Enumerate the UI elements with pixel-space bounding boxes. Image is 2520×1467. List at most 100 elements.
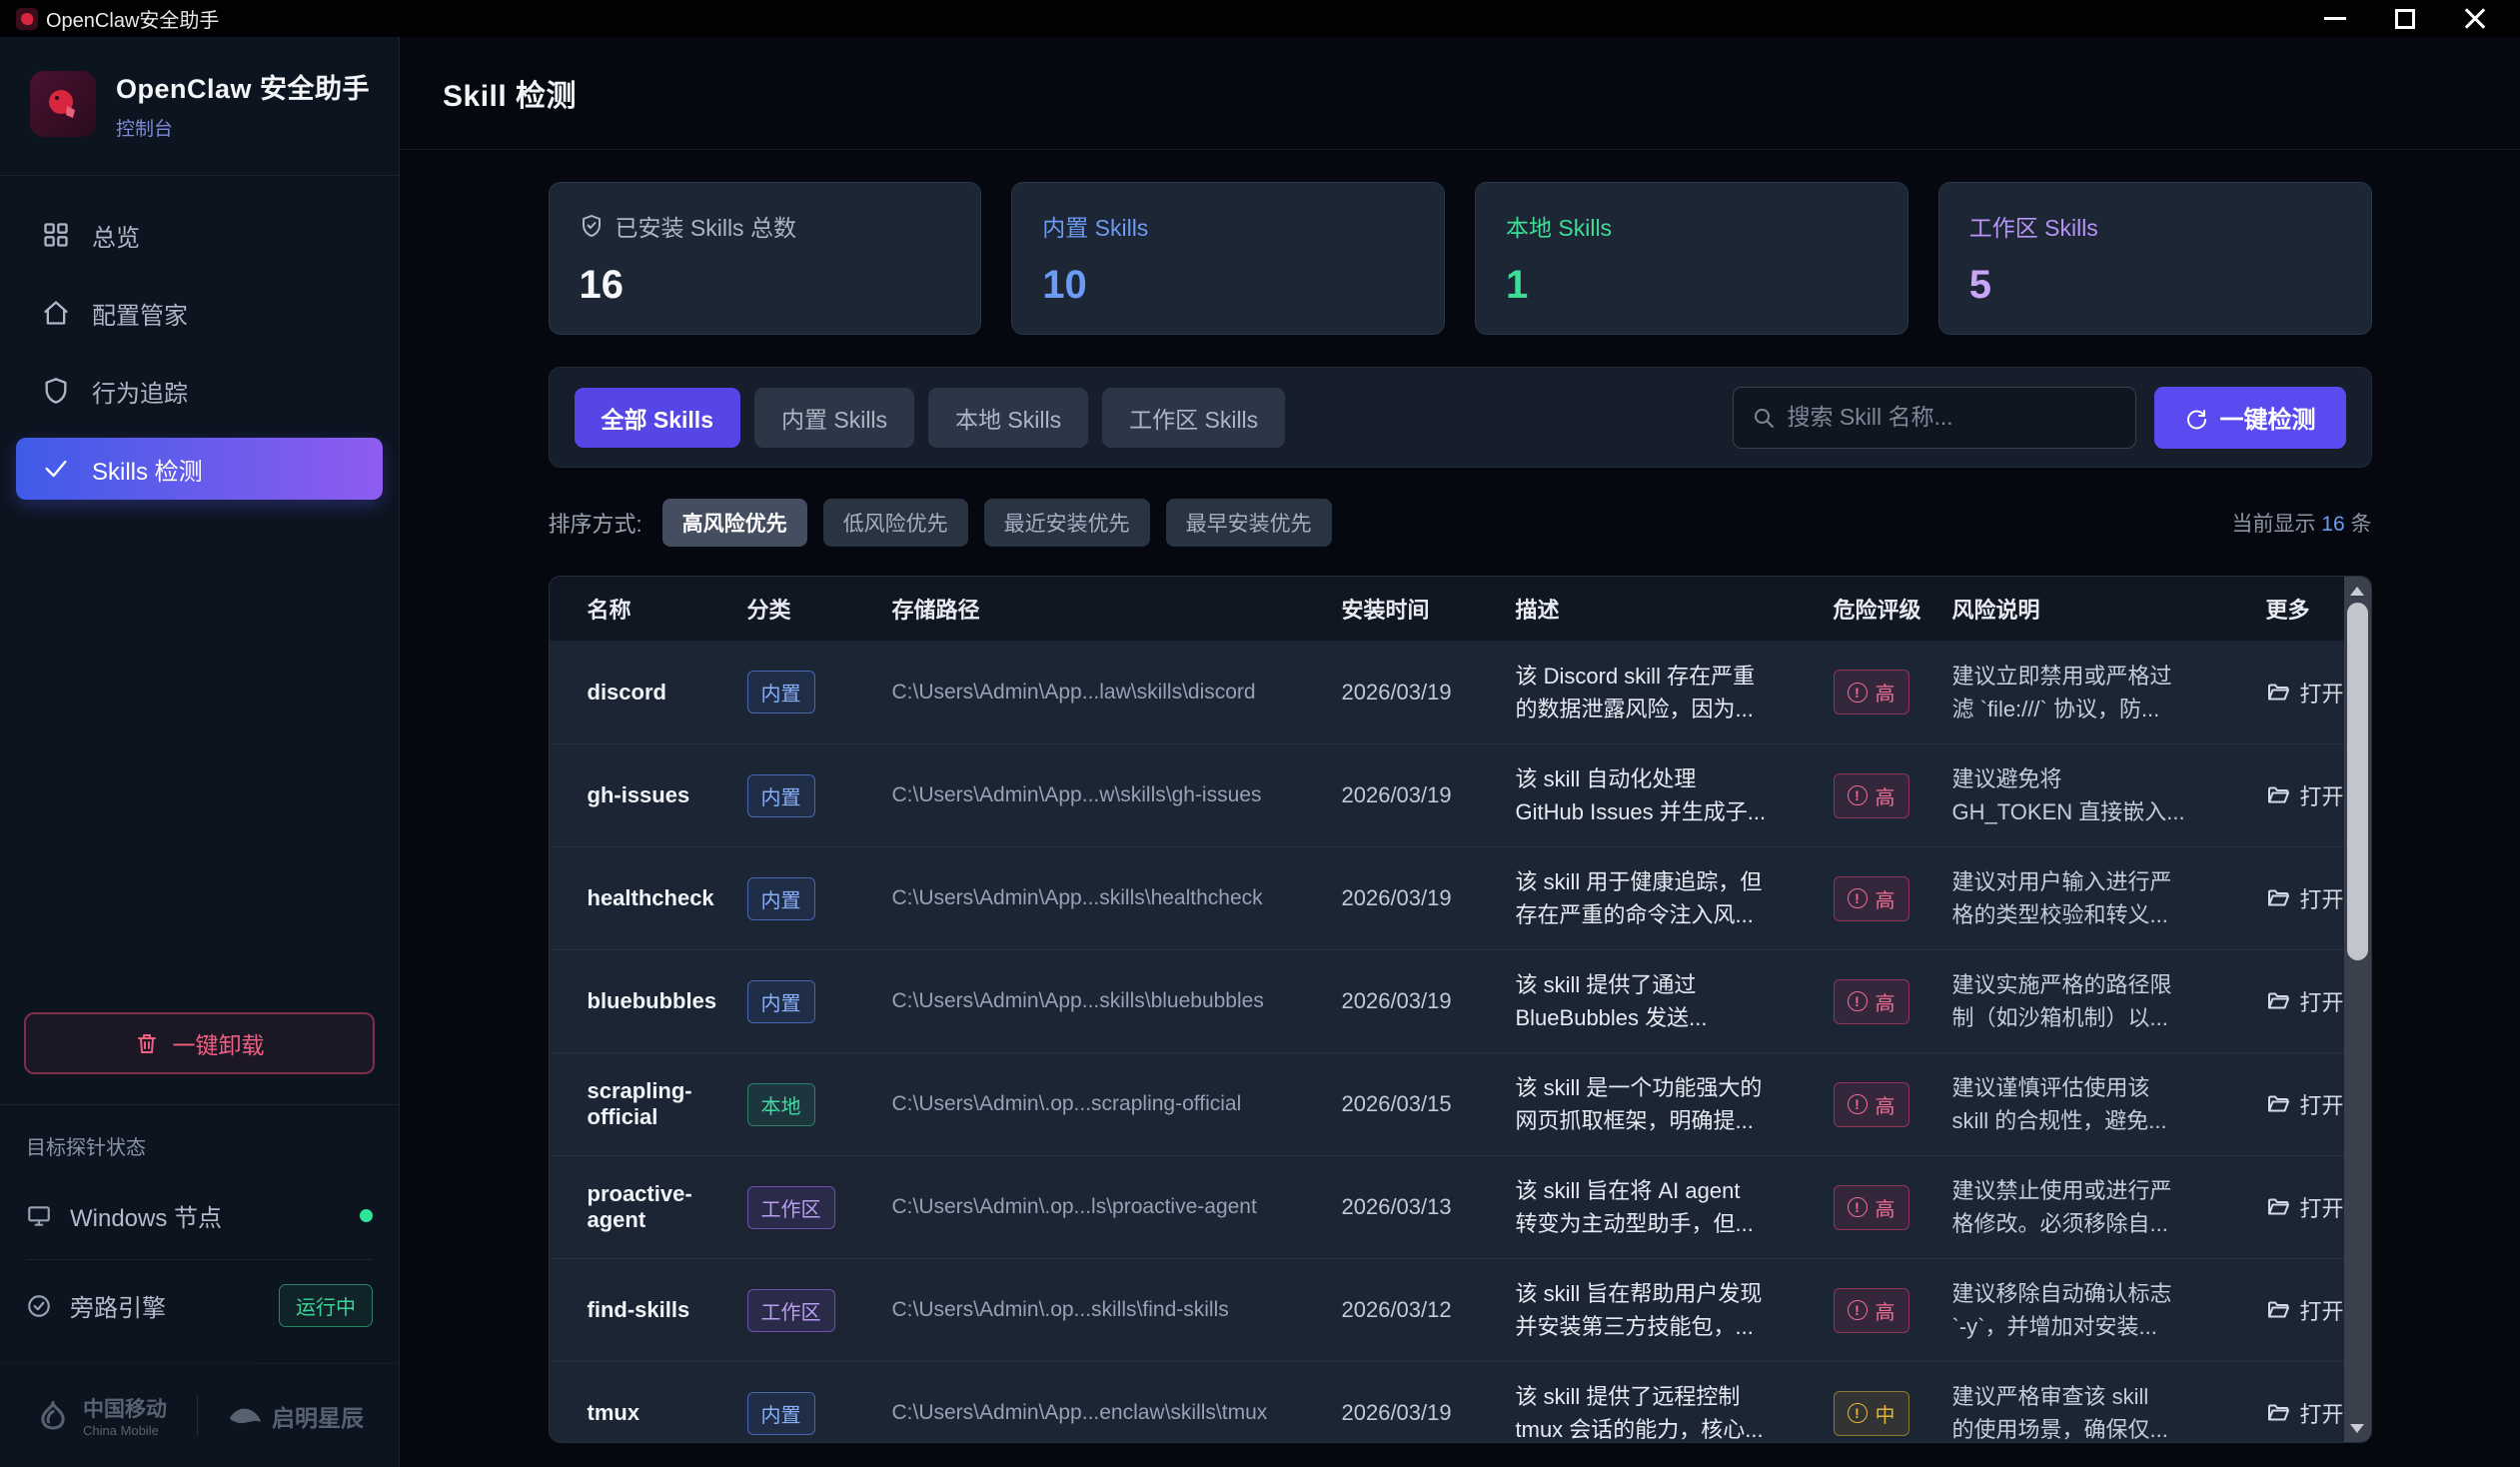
shield-check-icon — [582, 215, 601, 237]
category-badge: 工作区 — [746, 1185, 835, 1229]
stat-value: 5 — [1968, 263, 1991, 307]
sidebar-item-behavior[interactable]: 行为追踪 — [16, 360, 383, 422]
skill-description: 该 skill 用于健康追踪，但 存在严重的命令注入风... — [1515, 869, 1763, 927]
scroll-up-arrow[interactable] — [2344, 579, 2371, 603]
open-button[interactable]: 打开 — [2266, 677, 2346, 709]
sidebar-item-config[interactable]: 配置管家 — [16, 282, 383, 344]
sort-newest-first[interactable]: 最近安装优先 — [983, 499, 1150, 547]
open-button[interactable]: 打开 — [2266, 779, 2346, 811]
scrollbar-thumb[interactable] — [2346, 603, 2368, 960]
risk-badge: ! 高 — [1833, 1184, 1909, 1230]
maximize-icon — [2395, 8, 2415, 29]
skill-name: proactive-agent — [587, 1181, 692, 1232]
filter-panel: 全部 Skills 内置 Skills 本地 Skills 工作区 Skills… — [548, 367, 2372, 468]
tab-workspace-skills[interactable]: 工作区 Skills — [1102, 387, 1286, 448]
open-button[interactable]: 打开 — [2266, 1088, 2346, 1120]
venustech-brand: 启明星辰 — [228, 1399, 364, 1433]
folder-open-icon — [2267, 1301, 2289, 1318]
online-status-dot — [360, 1209, 373, 1222]
skills-table: 名称 分类 存储路径 安装时间 描述 危险评级 风险说明 更多 discord … — [548, 576, 2372, 1443]
search-input[interactable] — [1787, 404, 2117, 431]
install-date: 2026/03/12 — [1341, 1297, 1452, 1322]
check-circle-icon — [28, 1294, 50, 1317]
table-scrollbar[interactable] — [2343, 577, 2371, 1442]
table-row: discord 内置 C:\Users\Admin\App...law\skil… — [550, 641, 2371, 743]
skill-path: C:\Users\Admin\App...skills\bluebubbles — [891, 989, 1264, 1012]
shield-icon — [45, 378, 67, 404]
col-description: 描述 — [1515, 598, 1560, 623]
table-row: gh-issues 内置 C:\Users\Admin\App...w\skil… — [549, 743, 2371, 846]
open-label: 打开 — [2299, 1402, 2344, 1427]
titlebar: OpenClaw安全助手 — [0, 0, 2520, 37]
sort-oldest-first[interactable]: 最早安装优先 — [1165, 499, 1332, 547]
refresh-icon — [2186, 409, 2206, 429]
stat-card-builtin: 内置 Skills 10 — [1011, 182, 1445, 335]
category-badge: 内置 — [746, 773, 815, 817]
page-header: Skill 检测 — [400, 37, 2520, 150]
sort-high-risk-first[interactable]: 高风险优先 — [661, 499, 807, 547]
install-date: 2026/03/19 — [1341, 1400, 1452, 1425]
risk-advice: 建议禁止使用或进行严 格修改。必须移除自... — [1951, 1178, 2172, 1236]
alert-circle-icon: ! — [1847, 1300, 1868, 1320]
scroll-down-arrow[interactable] — [2344, 1416, 2371, 1440]
maximize-button[interactable] — [2370, 0, 2440, 37]
open-button[interactable]: 打开 — [2266, 985, 2346, 1017]
table-body: discord 内置 C:\Users\Admin\App...law\skil… — [549, 641, 2371, 1442]
skill-path: C:\Users\Admin\App...law\skills\discord — [891, 680, 1256, 704]
stat-value: 16 — [579, 263, 625, 307]
table-row: bluebubbles 内置 C:\Users\Admin\App...skil… — [549, 949, 2371, 1052]
sort-label: 排序方式: — [548, 512, 642, 537]
sort-low-risk-first[interactable]: 低风险优先 — [822, 499, 968, 547]
risk-badge: ! 高 — [1833, 1287, 1909, 1333]
openclaw-logo-icon — [30, 71, 96, 137]
scan-all-button[interactable]: 一键检测 — [2153, 386, 2346, 449]
window-title: OpenClaw安全助手 — [46, 10, 220, 32]
divider — [0, 1104, 399, 1105]
skill-path: C:\Users\Admin\App...w\skills\gh-issues — [891, 783, 1262, 806]
stat-value: 10 — [1042, 263, 1087, 307]
stat-label: 内置 Skills — [1042, 215, 1149, 241]
open-label: 打开 — [2299, 1196, 2344, 1221]
open-label: 打开 — [2299, 887, 2344, 912]
table-row: healthcheck 内置 C:\Users\Admin\App...skil… — [549, 846, 2371, 949]
alert-circle-icon: ! — [1847, 1094, 1868, 1114]
check-icon — [45, 460, 67, 478]
divider — [26, 1259, 373, 1260]
open-label: 打开 — [2299, 784, 2344, 809]
sidebar-nav: 总览 配置管家 行为追踪 Skills 检测 — [0, 176, 399, 500]
category-badge: 内置 — [746, 671, 815, 714]
sidebar-item-skills[interactable]: Skills 检测 — [16, 438, 383, 500]
col-category: 分类 — [746, 598, 791, 623]
stat-label: 已安装 Skills 总数 — [615, 215, 796, 241]
col-more: 更多 — [2265, 598, 2310, 623]
open-button[interactable]: 打开 — [2266, 1191, 2346, 1223]
home-icon — [44, 301, 68, 325]
stat-card-local: 本地 Skills 1 — [1475, 182, 1908, 335]
stat-card-workspace: 工作区 Skills 5 — [1937, 182, 2372, 335]
install-date: 2026/03/19 — [1341, 782, 1452, 807]
divider — [197, 1395, 198, 1436]
open-button[interactable]: 打开 — [2266, 1294, 2346, 1326]
folder-open-icon — [2267, 992, 2289, 1009]
col-install-date: 安装时间 — [1341, 598, 1430, 623]
stat-label: 本地 Skills — [1506, 215, 1613, 241]
alert-circle-icon: ! — [1847, 888, 1868, 908]
open-button[interactable]: 打开 — [2266, 882, 2346, 914]
stats-row: 已安装 Skills 总数 16 内置 Skills 10 本地 Skills … — [548, 182, 2372, 335]
skill-path: C:\Users\Admin\.op...scrapling-official — [891, 1092, 1242, 1115]
stat-label: 工作区 Skills — [1968, 215, 2098, 241]
skill-description: 该 Discord skill 存在严重 的数据泄露风险，因为... — [1515, 663, 1756, 722]
risk-badge: ! 高 — [1833, 978, 1909, 1024]
tab-local-skills[interactable]: 本地 Skills — [928, 387, 1089, 448]
risk-badge: ! 高 — [1833, 772, 1909, 818]
tab-builtin-skills[interactable]: 内置 Skills — [753, 387, 915, 448]
install-date: 2026/03/19 — [1341, 885, 1452, 910]
uninstall-all-button[interactable]: 一键卸载 — [24, 1012, 375, 1074]
close-button[interactable] — [2440, 0, 2510, 37]
probe-node-row: Windows 节点 — [26, 1188, 373, 1259]
skill-name: healthcheck — [587, 885, 714, 910]
sidebar-item-overview[interactable]: 总览 — [16, 204, 383, 266]
minimize-button[interactable] — [2300, 0, 2370, 37]
tab-all-skills[interactable]: 全部 Skills — [574, 387, 740, 448]
open-button[interactable]: 打开 — [2266, 1397, 2346, 1429]
